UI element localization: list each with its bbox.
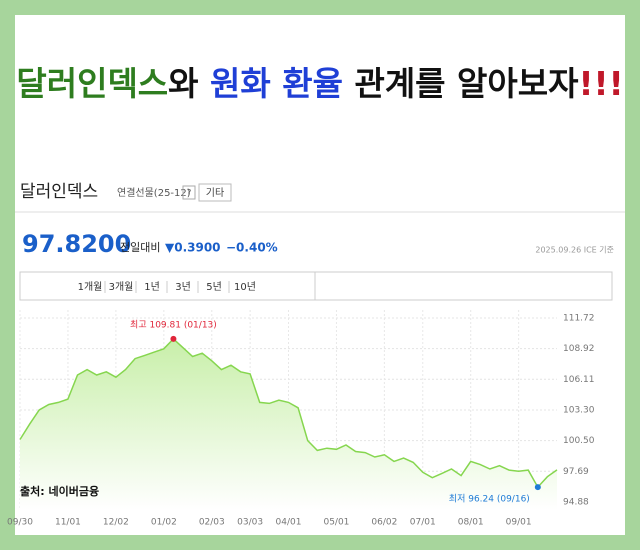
extreme-point xyxy=(534,484,541,491)
period-tab[interactable]: 5년 xyxy=(206,281,222,293)
line xyxy=(19,337,558,489)
x-tick-label: 09/01 xyxy=(506,518,532,528)
tab-bar xyxy=(19,271,613,301)
title-part: 관계를 알아보자 xyxy=(343,64,579,103)
title-part: 원화 환율 xyxy=(210,64,343,103)
annotation: 최고 109.81 (01/13) xyxy=(130,319,217,330)
contract: 연결선물(25-12) xyxy=(117,187,191,199)
change-label: 전일대비 xyxy=(120,240,160,254)
change: ▼0.3900 xyxy=(165,241,221,255)
x-tick-label: 08/01 xyxy=(458,518,484,528)
x-tick-label: 11/01 xyxy=(55,518,81,528)
source: 출처: 네이버금융 xyxy=(20,484,99,498)
period-tab[interactable]: 10년 xyxy=(234,281,256,293)
title-part: 와 xyxy=(168,64,210,103)
x-tick-label: 02/03 xyxy=(199,518,225,528)
help-box[interactable] xyxy=(182,185,196,200)
more[interactable]: 기타 xyxy=(206,187,224,199)
x-tick-label: 07/01 xyxy=(410,518,436,528)
title-part: 달러인덱스 xyxy=(16,64,168,103)
period-tab[interactable]: 3개월 xyxy=(109,281,134,293)
y-tick-label: 94.88 xyxy=(563,498,589,508)
banner-title: 달러인덱스와 원화 환율 관계를 알아보자!!! xyxy=(16,64,623,103)
y-tick-label: 97.69 xyxy=(563,467,589,477)
index-name: 달러인덱스 xyxy=(20,182,98,202)
extreme-point xyxy=(170,335,177,342)
period-tab[interactable]: 1년 xyxy=(144,281,160,293)
x-tick-label: 04/01 xyxy=(276,518,302,528)
x-tick-label: 12/02 xyxy=(103,518,129,528)
y-tick-label: 106.11 xyxy=(563,375,595,385)
x-tick-label: 03/03 xyxy=(237,518,263,528)
x-tick-label: 05/01 xyxy=(323,518,349,528)
y-tick-label: 103.30 xyxy=(563,406,595,416)
x-tick-label: 09/30 xyxy=(7,518,33,528)
change-pct: −0.40% xyxy=(226,241,278,255)
more-btn[interactable] xyxy=(198,183,232,202)
y-tick-label: 100.50 xyxy=(563,436,595,446)
period-tab[interactable]: 1개월 xyxy=(78,281,103,293)
area-fill xyxy=(20,338,557,510)
asof: 2025.09.26 ICE 기준 xyxy=(535,246,614,255)
annotation: 최저 96.24 (09/16) xyxy=(449,494,530,505)
x-tick-label: 01/02 xyxy=(151,518,177,528)
y-tick-label: 108.92 xyxy=(563,344,595,354)
help[interactable]: ? xyxy=(187,189,192,199)
title-part: !!! xyxy=(578,64,623,103)
x-tick-label: 06/02 xyxy=(371,518,397,528)
price: 97.8200 xyxy=(22,230,131,258)
period-tab[interactable]: 3년 xyxy=(175,281,191,293)
y-tick-label: 111.72 xyxy=(563,314,595,324)
